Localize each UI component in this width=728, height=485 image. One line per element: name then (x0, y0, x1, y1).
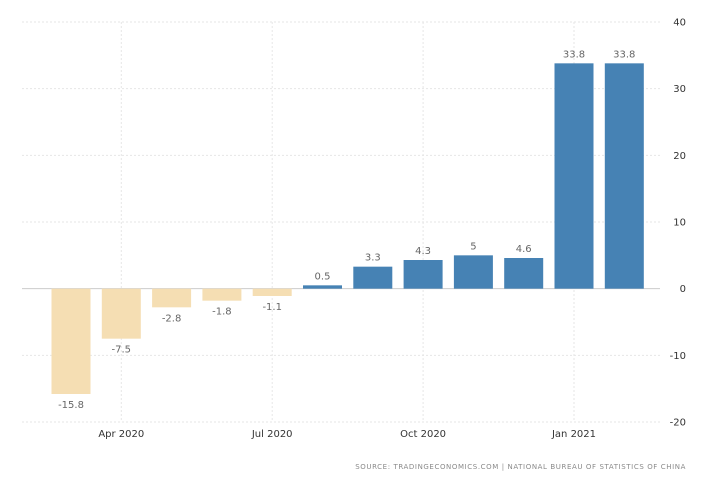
bar-negative (152, 288, 192, 308)
bar-positive (604, 63, 644, 289)
bar-positive (303, 285, 342, 289)
bar-negative (252, 288, 292, 296)
x-tick-label: Jul 2020 (251, 429, 293, 440)
data-label: 3.3 (365, 253, 381, 264)
x-tick-label: Apr 2020 (98, 429, 144, 440)
y-tick-label: -10 (670, 351, 686, 362)
y-axis: 40 30 20 10 0 -10 -20 (670, 18, 686, 429)
y-tick-label: 40 (673, 18, 686, 29)
bar-negative (51, 288, 91, 394)
data-labels: -15.8 -7.5 -2.8 -1.8 -1.1 0.5 3.3 4.3 5 4.6 33.8 33… (58, 49, 635, 411)
bar-negative (202, 288, 242, 301)
data-label: 5 (470, 241, 476, 252)
bar-positive (453, 255, 493, 289)
data-label: 4.3 (415, 246, 431, 257)
y-tick-label: -20 (670, 418, 686, 429)
data-label: -7.5 (112, 345, 132, 356)
data-label: 4.6 (516, 244, 532, 255)
bar-positive (554, 63, 594, 289)
bar-positive (504, 258, 544, 289)
bar-positive (353, 266, 393, 289)
data-label: 33.8 (563, 49, 585, 60)
bars (51, 63, 644, 394)
data-label: -1.8 (212, 307, 232, 318)
data-label: 0.5 (315, 271, 331, 282)
source-caption: SOURCE: TRADINGECONOMICS.COM | NATIONAL … (355, 463, 686, 471)
x-tick-label: Oct 2020 (400, 429, 446, 440)
x-axis: Apr 2020 Jul 2020 Oct 2020 Jan 2021 (98, 429, 596, 440)
y-tick-label: 20 (673, 151, 686, 162)
bar-positive (403, 260, 443, 289)
data-label: 33.8 (613, 49, 635, 60)
data-label: -2.8 (162, 313, 182, 324)
x-tick-label: Jan 2021 (551, 429, 596, 440)
y-tick-label: 30 (673, 84, 686, 95)
y-tick-label: 0 (680, 284, 686, 295)
y-tick-label: 10 (673, 218, 686, 229)
bar-negative (101, 288, 141, 339)
data-label: -15.8 (58, 400, 84, 411)
data-label: -1.1 (262, 302, 282, 313)
